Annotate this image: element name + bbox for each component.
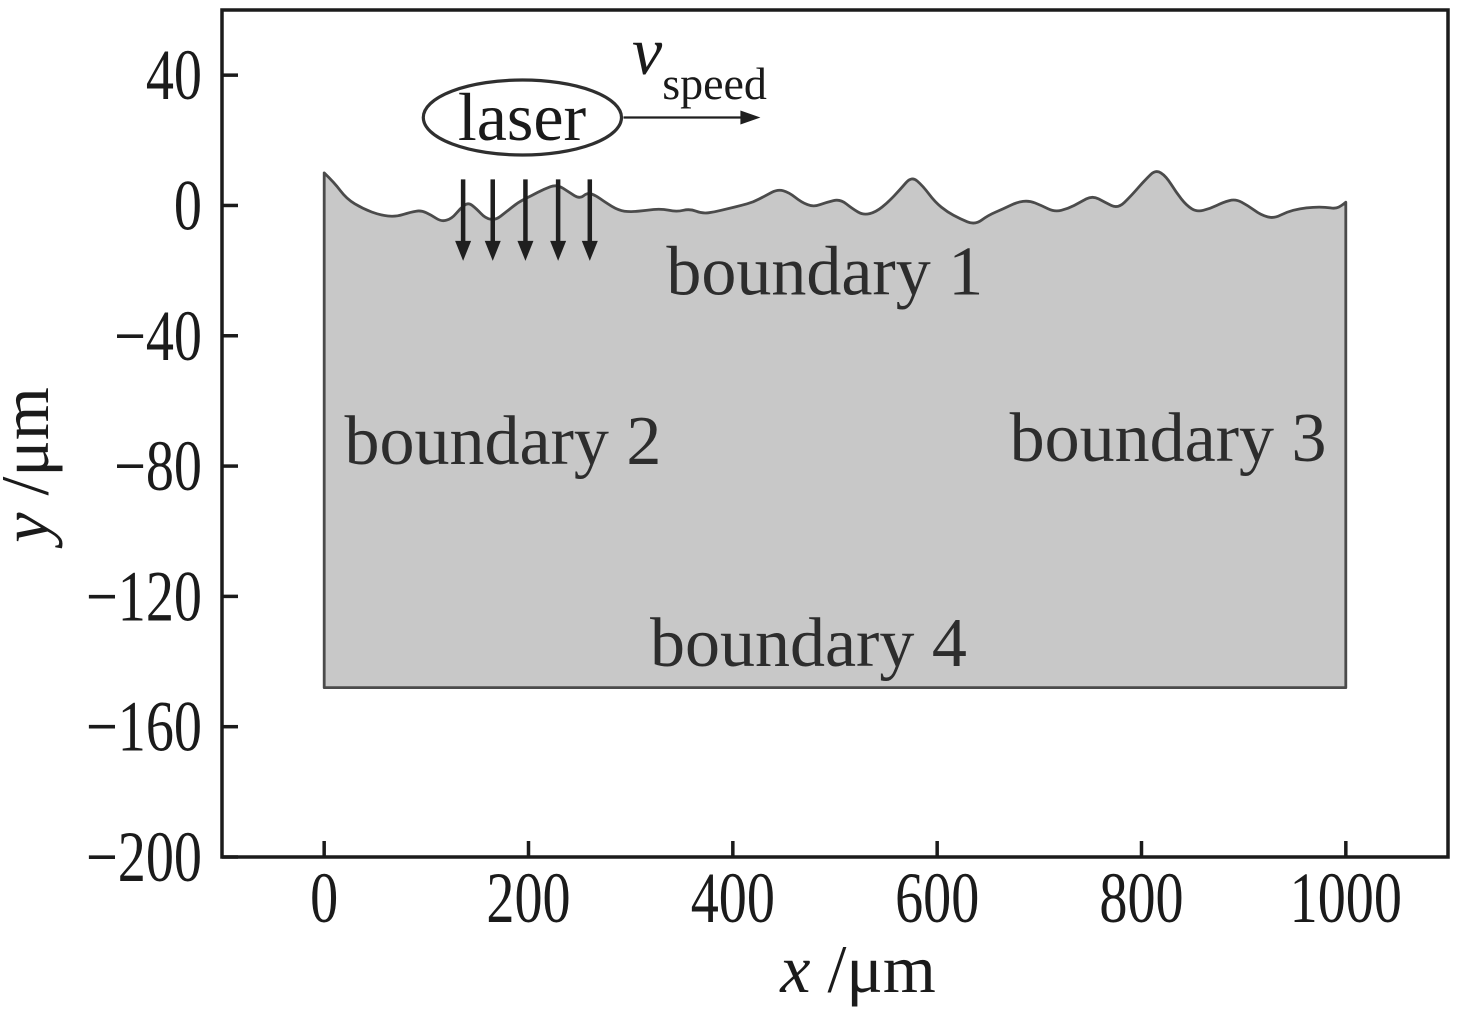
- laser-ellipse: [421, 78, 624, 157]
- laser-beam-arrowhead: [550, 240, 567, 261]
- y-axis-label: y /μm: [0, 387, 63, 548]
- y-tick-label: −200: [86, 816, 202, 896]
- boundary-labels-group: boundary 1 boundary 2 boundary 3 boundary 4: [345, 234, 1327, 682]
- plot-border: [220, 8, 1450, 859]
- laser-label: laser: [458, 79, 587, 155]
- velocity-subscript: speed: [662, 58, 767, 109]
- laser-beam-arrowhead: [455, 240, 472, 261]
- y-tick-label: −40: [114, 295, 202, 375]
- velocity-arrowhead: [740, 110, 761, 125]
- velocity-label: vspeed: [632, 13, 767, 109]
- laser-beam-arrowhead: [484, 240, 501, 261]
- x-tick-label: 400: [691, 857, 775, 937]
- boundary-label: boundary 4: [650, 605, 967, 682]
- boundary-label: boundary 2: [345, 403, 662, 480]
- laser-beam-arrowhead: [581, 240, 598, 261]
- y-tick-label: 0: [174, 165, 202, 245]
- boundary-label: boundary 1: [666, 234, 983, 311]
- x-axis-label-var: x: [779, 931, 810, 1007]
- x-tick-label: 200: [486, 857, 570, 937]
- x-tick-label: 1000: [1290, 857, 1402, 937]
- y-tick-label: 40: [146, 35, 202, 115]
- boundary-label: boundary 3: [1010, 400, 1327, 477]
- velocity-var: v: [632, 13, 663, 89]
- y-tick-label: −120: [86, 556, 202, 636]
- x-tick-label: 600: [895, 857, 979, 937]
- x-axis-label-unit: /μm: [810, 931, 935, 1007]
- y-axis-label-unit: /μm: [0, 387, 63, 512]
- y-tick-label: −80: [114, 425, 202, 505]
- x-tick-label: 800: [1099, 857, 1183, 937]
- annotations-group: [421, 78, 761, 261]
- y-axis-label-var: y: [0, 512, 63, 549]
- y-tick-label: −160: [86, 686, 202, 766]
- laser-beam-arrowhead: [517, 240, 534, 261]
- x-tick-label: 0: [310, 857, 338, 937]
- x-axis-label: x /μm: [779, 931, 935, 1007]
